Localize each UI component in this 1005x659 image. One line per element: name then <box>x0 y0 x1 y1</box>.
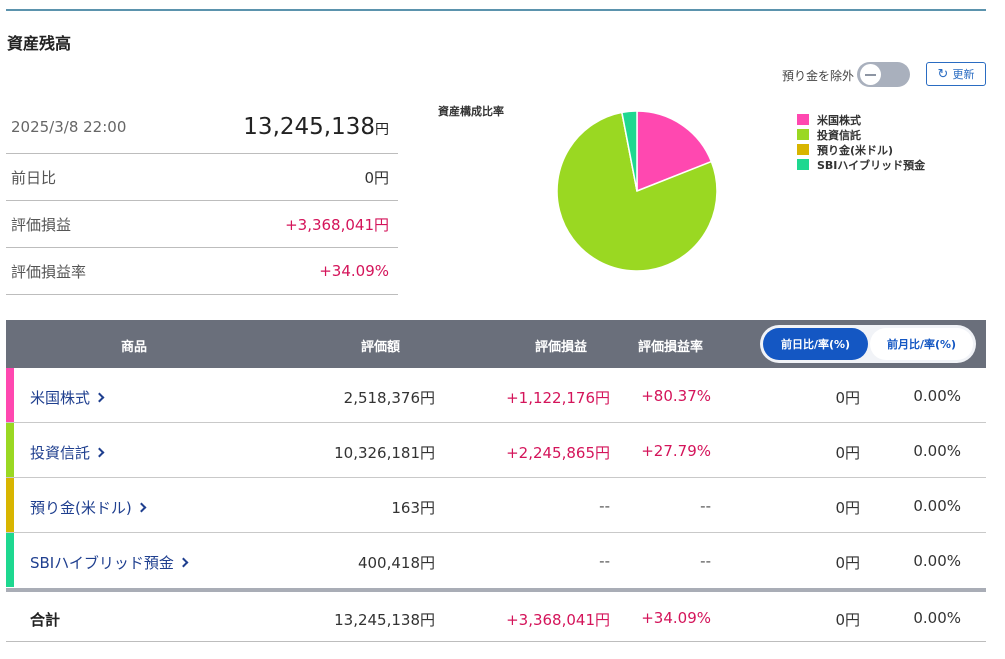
legend-label: SBIハイブリッド預金 <box>817 158 926 172</box>
total-gain-rate: +34.09% <box>641 609 711 627</box>
minus-icon <box>865 74 876 76</box>
toggle-knob <box>860 64 881 85</box>
legend-swatch <box>797 144 809 155</box>
summary-label: 前日比 <box>11 168 57 187</box>
product-name: 米国株式 <box>30 389 91 407</box>
legend-label: 預り金(米ドル) <box>817 143 894 157</box>
valuation-cell: 2,518,376円 <box>343 389 435 407</box>
row-color-bar <box>6 533 14 587</box>
top-divider <box>6 9 986 11</box>
pie-slice-4 <box>621 110 638 192</box>
chevron-right-icon <box>94 392 105 403</box>
header-valuation: 評価額 <box>361 340 401 355</box>
valuation-cell: 400,418円 <box>357 554 435 572</box>
product-link[interactable]: 投資信託 <box>30 442 105 463</box>
comparison-toggle: 前日比/率(%) 前月比/率(%) <box>760 325 976 363</box>
valuation-cell: 10,326,181円 <box>334 444 435 462</box>
chevron-right-icon <box>94 447 105 458</box>
total-balance-value: 13,245,138 <box>243 114 375 140</box>
product-name: SBIハイブリッド預金 <box>30 554 174 572</box>
pie-slice-1 <box>636 110 713 193</box>
chevron-right-icon <box>136 502 147 513</box>
total-gain: +3,368,041円 <box>506 611 610 629</box>
table-row: 米国株式 2,518,376円 +1,122,176円 +80.37% 0円 0… <box>6 368 986 423</box>
gain-cell: +2,245,865円 <box>506 444 610 462</box>
holdings-table: 商品 評価額 評価損益 評価損益率 前日比/率(%) 前月比/率(%) 米国株式… <box>6 320 986 642</box>
change-cell: 0円 <box>835 499 860 517</box>
refresh-button[interactable]: ↻ 更新 <box>926 62 986 86</box>
total-balance: 13,245,138円 <box>243 114 389 140</box>
chevron-right-icon <box>178 557 189 568</box>
summary-total-row: 2025/3/8 22:00 13,245,138円 <box>6 101 398 154</box>
summary-label: 評価損益率 <box>11 262 87 281</box>
refresh-label: 更新 <box>952 68 975 81</box>
table-row: 預り金(米ドル) 163円 -- -- 0円 0.00% <box>6 478 986 533</box>
gain-rate-cell: +27.79% <box>641 442 711 460</box>
table-row: SBIハイブリッド預金 400,418円 -- -- 0円 0.00% <box>6 533 986 588</box>
summary-value: +3,368,041円 <box>285 215 389 234</box>
gain-cell: +1,122,176円 <box>506 389 610 407</box>
total-change: 0円 <box>835 611 860 629</box>
header-gain-rate: 評価損益率 <box>638 340 704 355</box>
gain-rate-cell: +80.37% <box>641 387 711 405</box>
balance-summary: 2025/3/8 22:00 13,245,138円 前日比 0円 評価損益 +… <box>6 101 398 295</box>
page-title: 資産残高 <box>7 34 72 53</box>
legend-item: SBIハイブリッド預金 <box>797 157 925 172</box>
legend-item: 米国株式 <box>797 112 925 127</box>
change-cell: 0円 <box>835 554 860 572</box>
summary-value: +34.09% <box>319 262 389 280</box>
chart-title: 資産構成比率 <box>438 105 504 118</box>
as-of-datetime: 2025/3/8 22:00 <box>11 118 127 136</box>
summary-value: 0円 <box>364 168 389 187</box>
header-product: 商品 <box>121 340 148 355</box>
gain-cell: -- <box>599 497 610 515</box>
legend-item: 預り金(米ドル) <box>797 142 925 157</box>
legend-swatch <box>797 114 809 125</box>
summary-row-gain-rate: 評価損益率 +34.09% <box>6 248 398 295</box>
total-row: 合計 13,245,138円 +3,368,041円 +34.09% 0円 0.… <box>6 592 986 642</box>
month-change-tab[interactable]: 前月比/率(%) <box>870 328 973 360</box>
change-cell: 0円 <box>835 444 860 462</box>
product-link[interactable]: 預り金(米ドル) <box>30 497 147 518</box>
row-color-bar <box>6 368 14 422</box>
header-gain: 評価損益 <box>535 340 588 355</box>
legend-swatch <box>797 159 809 170</box>
total-separator <box>6 588 986 592</box>
row-color-bar <box>6 423 14 477</box>
change-rate-cell: 0.00% <box>913 387 961 405</box>
refresh-icon: ↻ <box>937 66 949 82</box>
change-rate-cell: 0.00% <box>913 552 961 570</box>
exclude-deposit-toggle[interactable] <box>857 62 910 87</box>
legend-label: 米国株式 <box>817 113 861 127</box>
change-rate-cell: 0.00% <box>913 442 961 460</box>
exclude-deposit-label: 預り金を除外 <box>782 69 855 83</box>
chart-legend: 米国株式 投資信託 預り金(米ドル) SBIハイブリッド預金 <box>797 112 925 172</box>
gain-cell: -- <box>599 552 610 570</box>
day-change-tab[interactable]: 前日比/率(%) <box>763 328 868 360</box>
gain-rate-cell: -- <box>700 497 711 515</box>
total-balance-unit: 円 <box>375 122 389 138</box>
table-row: 投資信託 10,326,181円 +2,245,865円 +27.79% 0円 … <box>6 423 986 478</box>
summary-row-unrealized-gain: 評価損益 +3,368,041円 <box>6 201 398 248</box>
summary-label: 評価損益 <box>11 215 72 234</box>
product-link[interactable]: SBIハイブリッド預金 <box>30 552 189 573</box>
change-cell: 0円 <box>835 389 860 407</box>
row-color-bar <box>6 478 14 532</box>
product-name: 預り金(米ドル) <box>30 499 132 517</box>
total-label: 合計 <box>30 611 61 629</box>
allocation-pie-chart <box>556 110 718 272</box>
legend-item: 投資信託 <box>797 127 925 142</box>
total-valuation: 13,245,138円 <box>334 611 435 629</box>
total-change-rate: 0.00% <box>913 609 961 627</box>
summary-row-day-change: 前日比 0円 <box>6 154 398 201</box>
pie-slice-2 <box>556 111 718 272</box>
legend-swatch <box>797 129 809 140</box>
product-link[interactable]: 米国株式 <box>30 387 105 408</box>
change-rate-cell: 0.00% <box>913 497 961 515</box>
valuation-cell: 163円 <box>391 499 435 517</box>
product-name: 投資信託 <box>30 444 91 462</box>
gain-rate-cell: -- <box>700 552 711 570</box>
legend-label: 投資信託 <box>817 128 861 142</box>
table-header: 商品 評価額 評価損益 評価損益率 前日比/率(%) 前月比/率(%) <box>6 320 986 368</box>
